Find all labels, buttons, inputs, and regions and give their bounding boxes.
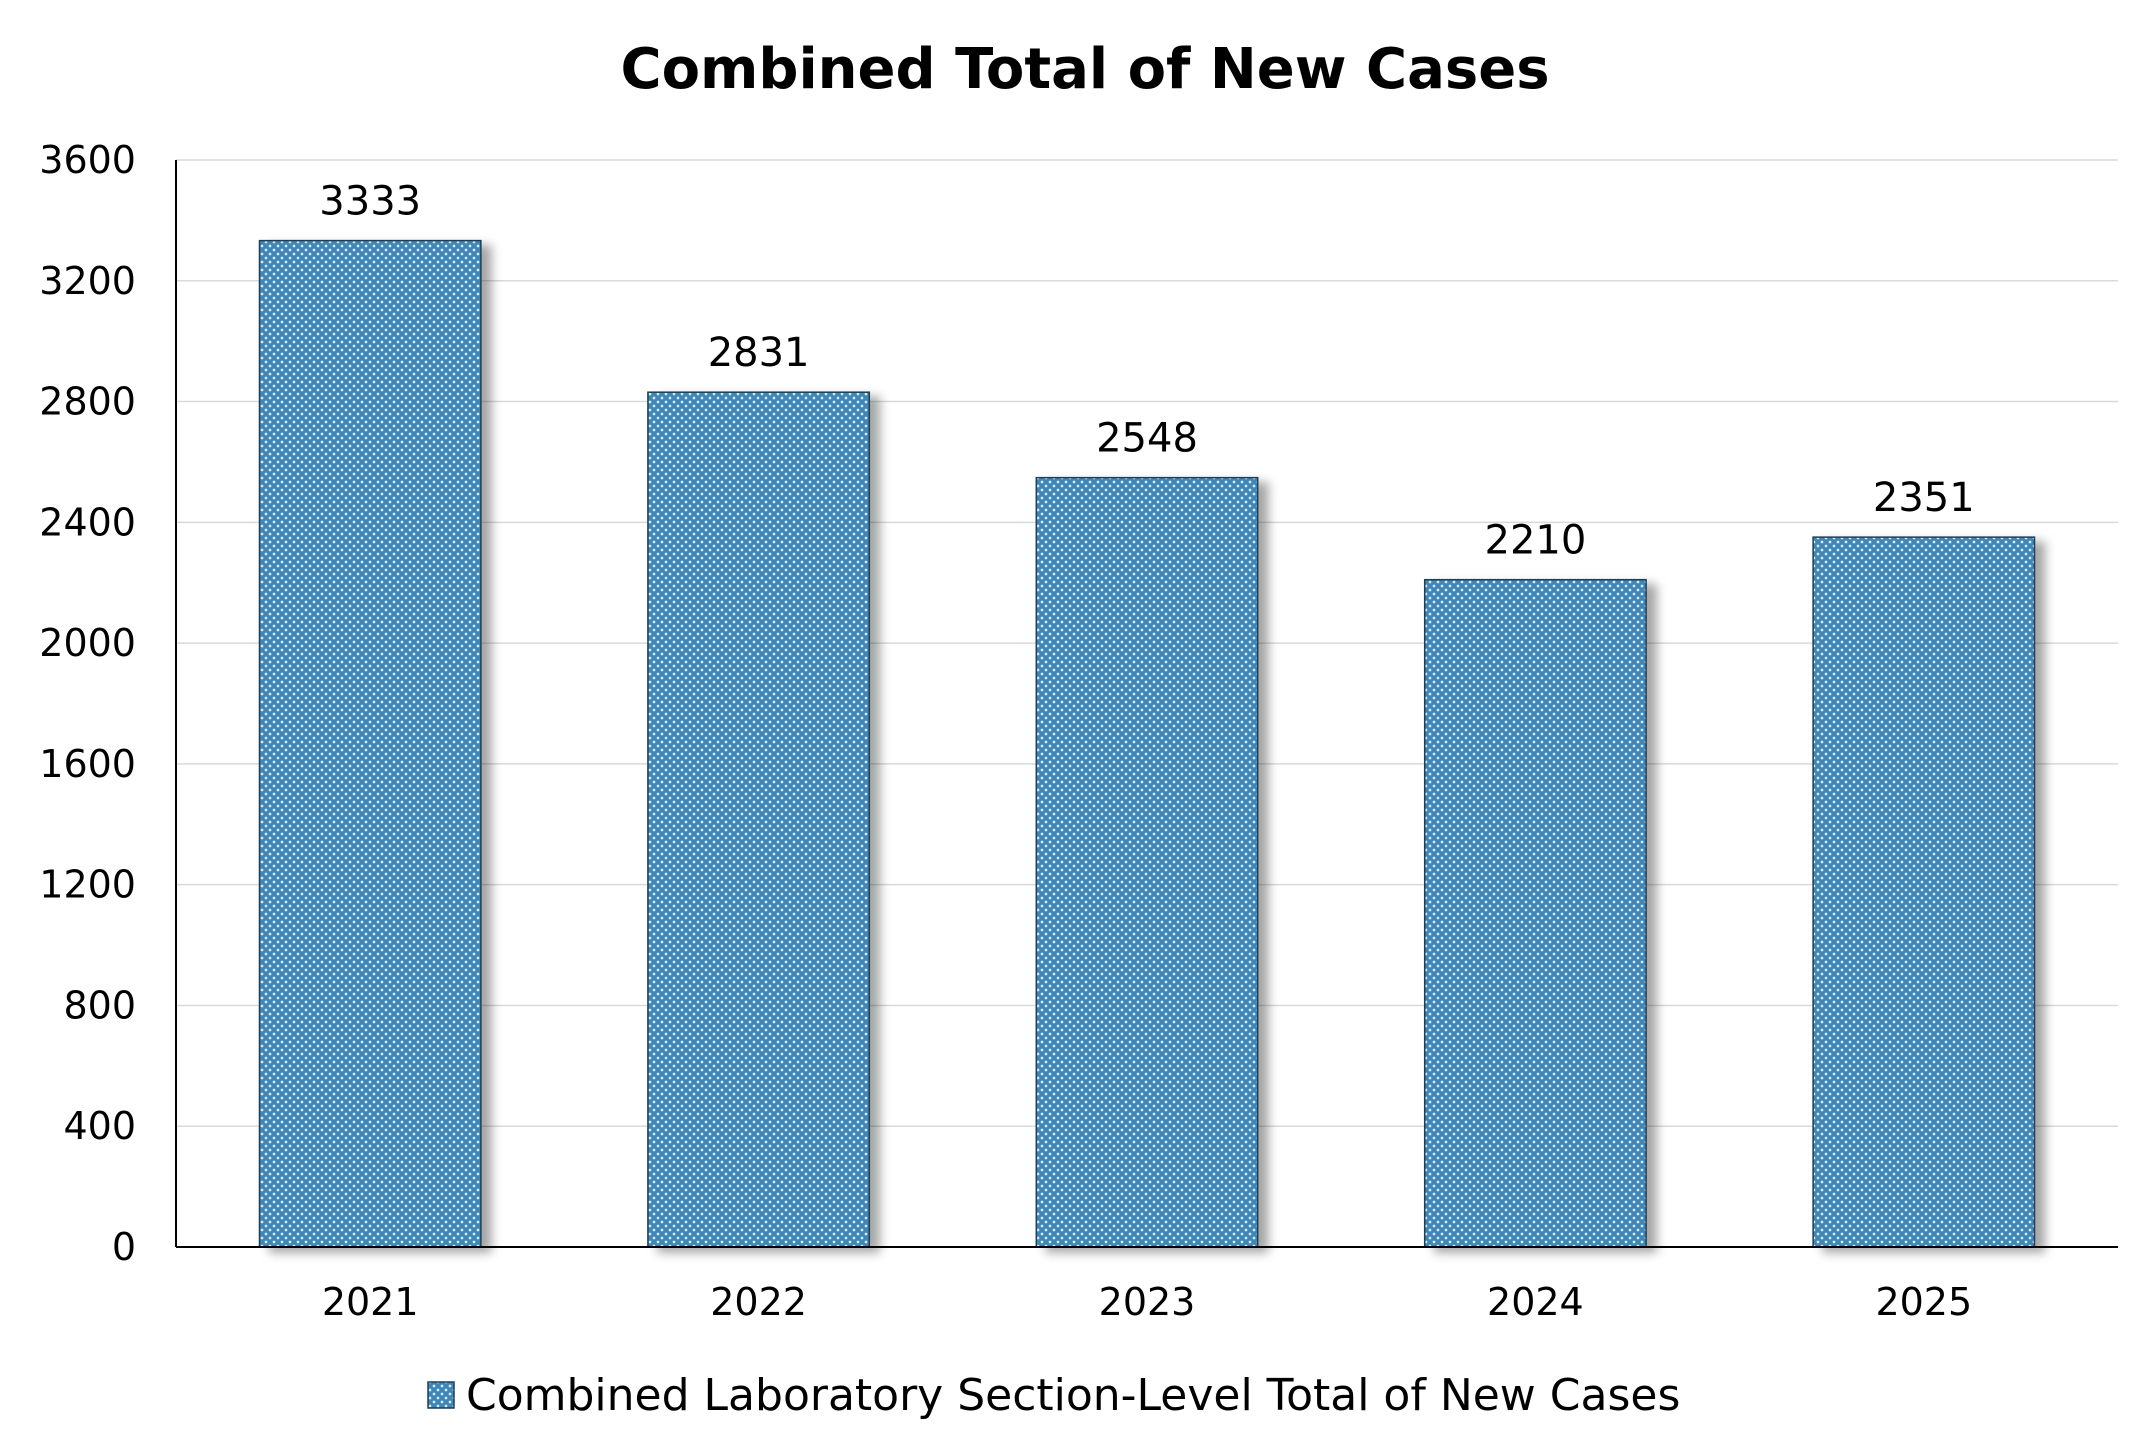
y-tick-label: 0 (112, 1225, 136, 1269)
bar-2024 (1423, 578, 1647, 1248)
y-tick-label: 3600 (39, 138, 136, 182)
y-tick-label: 400 (63, 1104, 136, 1148)
data-labels: 3333 2831 2548 2210 2351 (319, 179, 1974, 564)
bar-2022 (647, 391, 871, 1248)
legend-label: Combined Laboratory Section-Level Total … (466, 1370, 1680, 1421)
y-tick-label: 2800 (39, 380, 136, 424)
y-tick-label: 3200 (39, 259, 136, 303)
bar-2023 (1035, 476, 1259, 1248)
data-label-2023: 2548 (1096, 416, 1198, 462)
data-label-2024: 2210 (1485, 518, 1587, 564)
chart-title: Combined Total of New Cases (620, 37, 1549, 102)
x-tick-label-2025: 2025 (1875, 1280, 1972, 1324)
bar-2025 (1812, 536, 2036, 1248)
x-tick-label-2024: 2024 (1487, 1280, 1584, 1324)
y-tick-label: 800 (63, 983, 136, 1027)
x-tick-label-2022: 2022 (710, 1280, 807, 1324)
y-tick-label: 2400 (39, 500, 136, 544)
bar-2021 (258, 239, 482, 1248)
legend: Combined Laboratory Section-Level Total … (427, 1370, 1680, 1421)
x-axis-tick-labels: 2021 2022 2023 2024 2025 (322, 1280, 1972, 1324)
axes (175, 160, 2118, 1248)
y-tick-label: 1600 (39, 742, 136, 786)
bars (258, 239, 2036, 1248)
data-label-2021: 3333 (319, 179, 421, 225)
x-tick-label-2023: 2023 (1099, 1280, 1196, 1324)
y-tick-label: 1200 (39, 863, 136, 907)
data-label-2022: 2831 (708, 330, 810, 376)
data-label-2025: 2351 (1873, 475, 1975, 521)
y-tick-label: 2000 (39, 621, 136, 665)
y-axis-tick-labels: 0 400 800 1200 1600 2000 2400 2800 3200 3600 (39, 138, 136, 1269)
x-tick-label-2021: 2021 (322, 1280, 419, 1324)
legend-swatch (427, 1381, 455, 1409)
